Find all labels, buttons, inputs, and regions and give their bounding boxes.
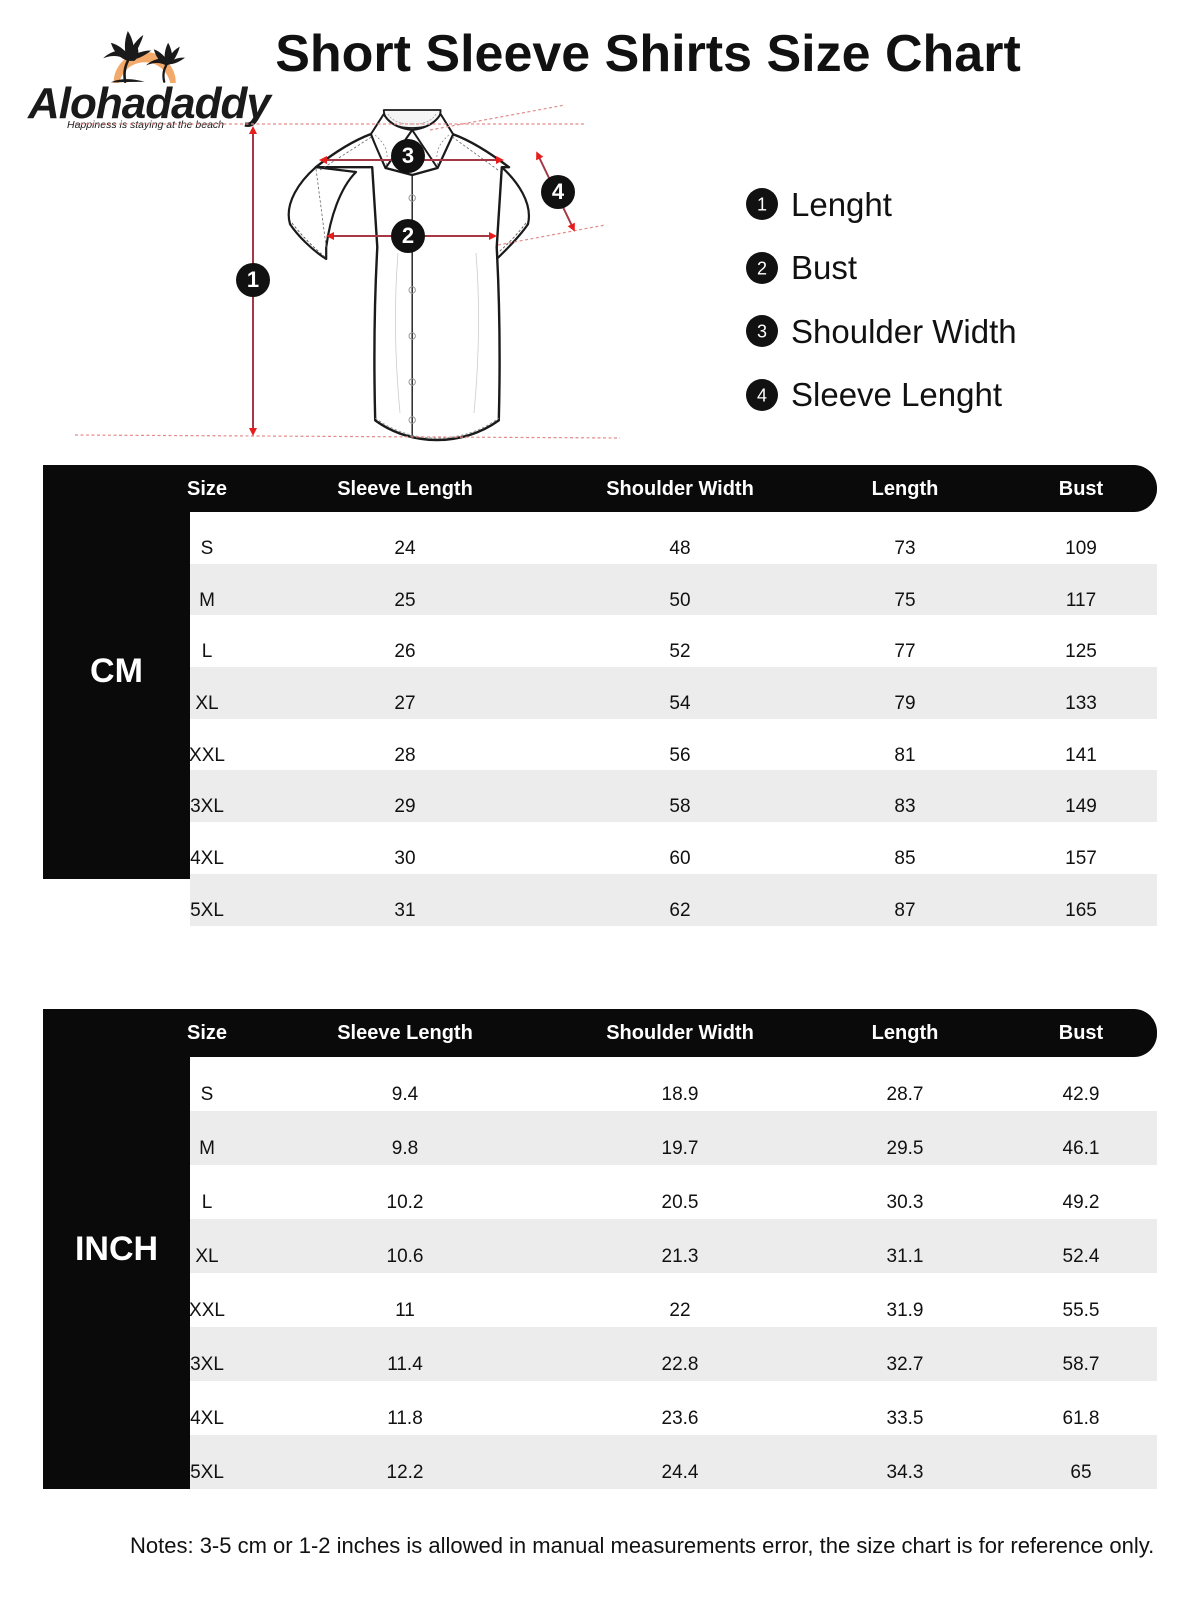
svg-text:1: 1 [757,195,767,215]
svg-text:3: 3 [757,322,767,342]
svg-text:4: 4 [552,179,565,204]
svg-text:4: 4 [757,385,767,405]
svg-text:1: 1 [247,267,259,292]
svg-text:3: 3 [402,143,414,168]
svg-text:2: 2 [402,223,414,248]
svg-text:2: 2 [757,258,767,278]
